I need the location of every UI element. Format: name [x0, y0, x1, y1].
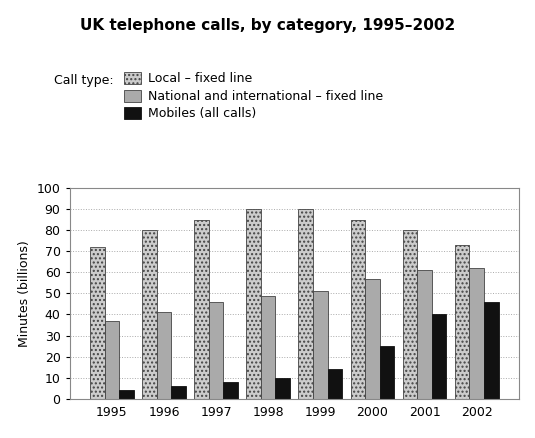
Bar — [157, 312, 171, 399]
Bar — [194, 220, 209, 399]
Legend: Local – fixed line, National and international – fixed line, Mobiles (all calls): Local – fixed line, National and interna… — [124, 72, 383, 120]
Bar — [246, 209, 261, 399]
Bar — [276, 378, 290, 399]
Bar — [313, 291, 327, 399]
Bar — [350, 220, 365, 399]
Bar — [90, 247, 104, 399]
Bar — [261, 296, 276, 399]
Bar — [171, 386, 186, 399]
Text: UK telephone calls, by category, 1995–2002: UK telephone calls, by category, 1995–20… — [80, 18, 455, 32]
Bar — [104, 321, 119, 399]
Bar — [455, 245, 469, 399]
Text: Call type:: Call type: — [54, 74, 113, 88]
Bar — [380, 346, 394, 399]
Bar — [403, 230, 417, 399]
Bar — [365, 279, 380, 399]
Bar — [142, 230, 157, 399]
Bar — [299, 209, 313, 399]
Bar — [432, 314, 446, 399]
Bar — [209, 302, 224, 399]
Y-axis label: Minutes (billions): Minutes (billions) — [18, 240, 31, 347]
Bar — [484, 302, 499, 399]
Bar — [224, 382, 238, 399]
Bar — [417, 270, 432, 399]
Bar — [327, 369, 342, 399]
Bar — [469, 268, 484, 399]
Bar — [119, 390, 134, 399]
